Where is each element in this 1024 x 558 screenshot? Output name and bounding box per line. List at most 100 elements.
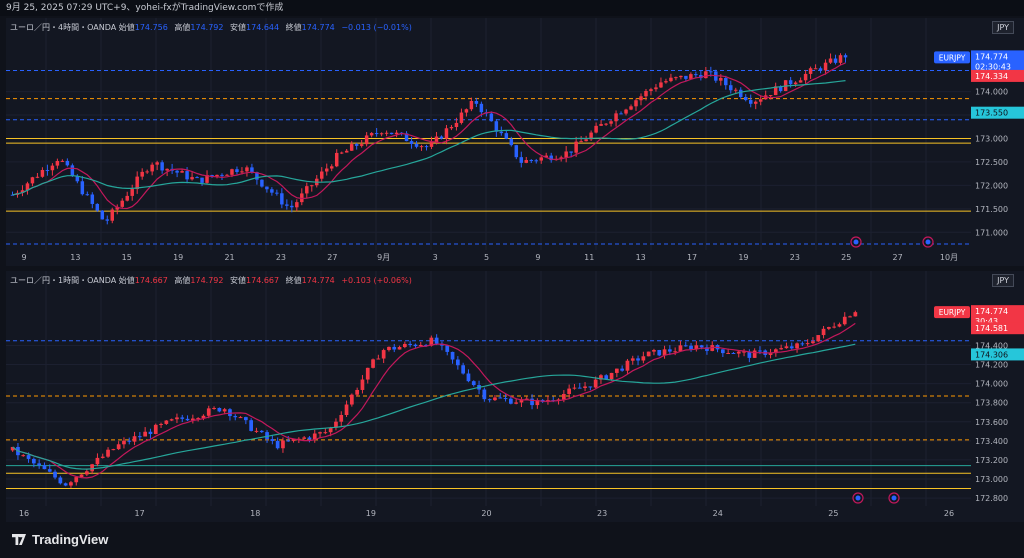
candle — [145, 171, 149, 173]
candle — [95, 203, 100, 211]
x-tick-label: 19 — [366, 509, 376, 518]
candle — [811, 341, 815, 344]
candle — [639, 96, 643, 101]
candle — [200, 177, 204, 183]
candle — [739, 89, 743, 98]
candle — [305, 186, 309, 194]
x-tick-label: 19 — [173, 253, 183, 262]
candle — [778, 86, 783, 91]
candle — [530, 398, 534, 406]
candle — [768, 95, 773, 97]
candle — [464, 109, 469, 113]
close-label: 終値 — [285, 276, 302, 285]
candle — [206, 408, 211, 416]
price-tick: 173.800 — [975, 399, 1008, 408]
chart-4h-canvas[interactable]: 9 13 15 19 21 23 27 9月 3 5 9 11 13 17 19 23 25 27 10月 EURJP… — [6, 18, 971, 266]
tradingview-logo[interactable]: TradingView — [12, 532, 108, 547]
candle — [255, 172, 259, 180]
candle — [657, 349, 662, 356]
x-tick-label: 18 — [250, 509, 260, 518]
candle — [593, 379, 598, 388]
candle — [689, 74, 693, 79]
candle — [360, 379, 365, 390]
candle — [669, 77, 673, 82]
currency-label[interactable]: JPY — [992, 274, 1014, 287]
candle — [539, 157, 543, 161]
change-value: +0.103 (+0.06%) — [341, 276, 412, 285]
x-tick-label: 25 — [828, 509, 838, 518]
candle — [389, 132, 394, 135]
candle — [397, 347, 402, 350]
candle — [694, 74, 698, 76]
legend-4h: ユーロ／円・4時間・OANDA 始値174.756 高値174.792 安値17… — [10, 22, 412, 33]
candle — [404, 133, 409, 142]
x-tick-label: 13 — [70, 253, 80, 262]
high-label: 高値 — [174, 276, 191, 285]
candle — [45, 169, 50, 171]
candle — [514, 145, 519, 158]
x-tick-label: 9 — [21, 253, 26, 262]
candle — [63, 483, 68, 486]
candle — [379, 133, 384, 135]
candle — [42, 465, 47, 470]
price-tick: 171.500 — [975, 205, 1008, 214]
candle — [302, 437, 307, 439]
symbol-badge-label: EURJPY — [939, 308, 966, 317]
candle — [125, 195, 129, 201]
candle — [808, 68, 813, 74]
candle — [328, 427, 333, 433]
candle — [614, 113, 618, 122]
candle — [329, 166, 334, 169]
candle — [324, 168, 329, 172]
candle — [339, 152, 344, 154]
candle — [678, 345, 683, 352]
price-axis-1h-ticks: 174.400 174.200 174.000 173.800 173.600 173.4… — [971, 305, 1024, 503]
candle — [609, 372, 614, 380]
candle — [79, 474, 84, 478]
candle — [594, 125, 598, 133]
candle — [674, 77, 678, 79]
candle — [509, 138, 514, 146]
candle — [466, 373, 471, 382]
candle — [758, 350, 762, 352]
x-tick-label: 24 — [713, 509, 723, 518]
close-value: 174.774 — [301, 23, 335, 32]
legend-1h: ユーロ／円・1時間・OANDA 始値174.667 高値174.792 安値17… — [10, 275, 412, 286]
candle — [344, 150, 349, 153]
candle — [449, 127, 454, 129]
x-tick-label: 9月 — [377, 253, 390, 262]
candle — [418, 344, 423, 347]
candle — [318, 432, 322, 434]
x-tick-label: 26 — [944, 509, 954, 518]
candle — [599, 124, 603, 126]
candle — [31, 458, 36, 464]
chart-1h-canvas[interactable]: 16 17 18 19 20 23 24 25 26 EURJPY — [6, 271, 971, 522]
candle — [726, 353, 731, 355]
candle — [95, 457, 100, 465]
candle — [683, 345, 688, 347]
candle — [334, 421, 338, 428]
candle — [705, 347, 709, 351]
candle — [646, 351, 651, 357]
candle — [604, 375, 609, 380]
price-axis-1h[interactable]: JPY 174.400 174.200 174.000 173.800 173.600 1… — [971, 271, 1024, 522]
currency-label[interactable]: JPY — [992, 21, 1014, 34]
candle — [424, 146, 429, 148]
candle — [10, 194, 15, 196]
event-dot-icon — [855, 495, 861, 501]
price-axis-4h[interactable]: JPY 174.000173.500173.000172.500172.0001… — [971, 18, 1024, 266]
chart-pane-1h[interactable]: 16 17 18 19 20 23 24 25 26 EURJPY ユーロ／円・1時間・OANDA… — [6, 271, 971, 522]
candle — [212, 407, 216, 409]
candle — [50, 165, 55, 171]
candle — [40, 169, 45, 177]
candle — [599, 375, 603, 380]
x-tick-label: 11 — [584, 253, 594, 262]
candle — [662, 349, 667, 356]
candle — [514, 402, 519, 404]
candle — [30, 177, 35, 184]
candle — [800, 343, 805, 345]
ma-price-label: 173.550 — [975, 109, 1008, 118]
chart-pane-4h[interactable]: 9 13 15 19 21 23 27 9月 3 5 9 11 13 17 19 23 25 27 10月 EURJP… — [6, 18, 971, 266]
candle — [230, 169, 234, 175]
candle — [185, 418, 190, 421]
